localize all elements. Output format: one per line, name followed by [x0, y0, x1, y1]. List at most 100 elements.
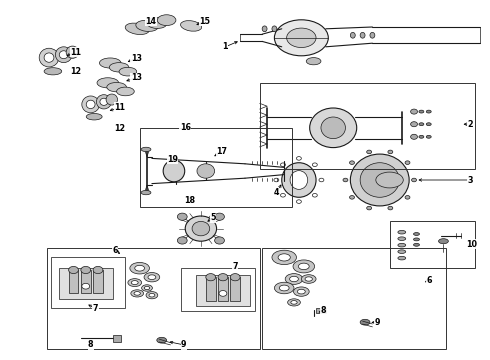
Ellipse shape: [215, 213, 224, 220]
Ellipse shape: [439, 239, 448, 244]
Text: 13: 13: [131, 54, 142, 63]
Ellipse shape: [86, 113, 102, 120]
Ellipse shape: [141, 147, 151, 152]
Ellipse shape: [66, 46, 79, 58]
Text: 7: 7: [93, 305, 98, 313]
Ellipse shape: [180, 21, 202, 31]
Ellipse shape: [398, 243, 406, 247]
Ellipse shape: [426, 135, 431, 138]
Ellipse shape: [290, 171, 308, 189]
Ellipse shape: [274, 20, 328, 56]
Bar: [262, 248, 446, 349]
Ellipse shape: [350, 154, 409, 206]
Ellipse shape: [370, 32, 375, 38]
Ellipse shape: [147, 18, 167, 28]
Ellipse shape: [109, 63, 129, 72]
Ellipse shape: [398, 250, 406, 253]
Ellipse shape: [419, 123, 424, 126]
Text: 8: 8: [320, 306, 326, 315]
Ellipse shape: [414, 243, 419, 246]
Ellipse shape: [163, 160, 185, 182]
Ellipse shape: [142, 285, 152, 291]
Ellipse shape: [131, 281, 138, 285]
Ellipse shape: [349, 161, 354, 165]
Ellipse shape: [291, 301, 297, 304]
Ellipse shape: [419, 135, 424, 138]
Ellipse shape: [136, 21, 158, 31]
Ellipse shape: [107, 82, 126, 92]
Ellipse shape: [412, 178, 416, 182]
Bar: [181, 268, 255, 311]
Bar: [47, 248, 260, 349]
Bar: [69, 270, 78, 293]
Text: 4: 4: [274, 188, 280, 197]
Ellipse shape: [398, 237, 406, 240]
Ellipse shape: [349, 195, 354, 199]
Ellipse shape: [148, 275, 156, 280]
Bar: [196, 275, 250, 306]
Ellipse shape: [81, 266, 91, 274]
Ellipse shape: [131, 290, 144, 297]
Ellipse shape: [99, 58, 121, 68]
Ellipse shape: [360, 32, 365, 38]
Ellipse shape: [262, 26, 267, 32]
Ellipse shape: [360, 319, 370, 325]
Ellipse shape: [82, 96, 99, 113]
Ellipse shape: [301, 275, 316, 283]
Ellipse shape: [185, 216, 217, 241]
Ellipse shape: [206, 274, 216, 281]
Text: 14: 14: [146, 17, 156, 26]
Ellipse shape: [294, 287, 309, 296]
Bar: [316, 308, 326, 313]
Ellipse shape: [44, 68, 62, 75]
Bar: [390, 221, 475, 268]
Ellipse shape: [313, 163, 318, 167]
Ellipse shape: [272, 26, 277, 32]
Ellipse shape: [306, 58, 321, 65]
Ellipse shape: [321, 117, 345, 139]
Ellipse shape: [398, 256, 406, 260]
Ellipse shape: [192, 221, 210, 236]
Ellipse shape: [97, 95, 111, 109]
Ellipse shape: [319, 178, 324, 182]
Ellipse shape: [215, 237, 224, 244]
Ellipse shape: [388, 206, 393, 210]
Ellipse shape: [405, 161, 410, 165]
Text: 3: 3: [467, 176, 473, 185]
Ellipse shape: [146, 292, 158, 299]
Ellipse shape: [177, 213, 187, 220]
Ellipse shape: [350, 32, 355, 38]
Ellipse shape: [360, 163, 399, 197]
Ellipse shape: [297, 289, 305, 294]
Text: 6: 6: [112, 246, 118, 255]
Bar: [140, 128, 292, 207]
Ellipse shape: [305, 277, 313, 281]
Ellipse shape: [130, 262, 149, 274]
Text: 16: 16: [180, 123, 191, 132]
Ellipse shape: [119, 67, 137, 76]
Ellipse shape: [177, 237, 187, 244]
Ellipse shape: [280, 193, 285, 197]
Text: 6: 6: [426, 276, 432, 285]
Ellipse shape: [282, 163, 316, 197]
Bar: [218, 277, 228, 301]
Text: 11: 11: [71, 48, 81, 57]
Text: 9: 9: [374, 318, 380, 327]
Text: 17: 17: [216, 148, 227, 156]
Ellipse shape: [411, 134, 417, 139]
Ellipse shape: [367, 150, 371, 154]
Ellipse shape: [280, 163, 285, 167]
Text: 9: 9: [181, 341, 187, 349]
Bar: [230, 277, 240, 301]
Text: 7: 7: [232, 262, 238, 271]
Ellipse shape: [149, 293, 155, 297]
Ellipse shape: [39, 48, 59, 67]
Ellipse shape: [141, 190, 151, 195]
Ellipse shape: [157, 337, 167, 343]
Ellipse shape: [274, 282, 294, 294]
Bar: [51, 257, 125, 308]
Ellipse shape: [157, 15, 176, 26]
Ellipse shape: [106, 94, 118, 105]
Ellipse shape: [44, 53, 54, 62]
Text: 13: 13: [131, 73, 142, 82]
